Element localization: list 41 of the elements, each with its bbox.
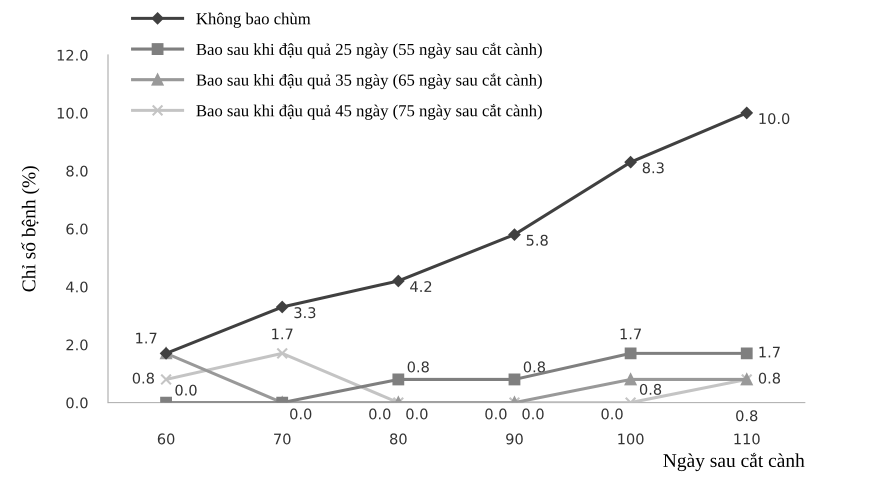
data-label: 0.0 bbox=[290, 408, 312, 420]
y-axis-title: Chỉ số bệnh (%) bbox=[21, 166, 40, 292]
data-label: 4.2 bbox=[410, 281, 432, 292]
y-tick-label: 12.0 bbox=[58, 50, 88, 61]
data-label: 8.3 bbox=[642, 162, 664, 174]
x-tick-label: 90 bbox=[506, 433, 523, 444]
data-label: 1.7 bbox=[620, 328, 641, 340]
data-label: 3.3 bbox=[294, 307, 316, 318]
legend-label: Bao sau khi đậu quả 25 ngày (55 ngày sau cắt cành) bbox=[196, 42, 542, 58]
data-label: 0.0 bbox=[406, 408, 428, 420]
x-tick-label: 60 bbox=[158, 433, 174, 444]
data-label: 1.7 bbox=[759, 346, 780, 358]
data-label: 0.0 bbox=[522, 408, 544, 420]
x-tick-label: 110 bbox=[734, 433, 760, 444]
x-tick-label: 70 bbox=[274, 433, 291, 444]
y-tick-label: 6.0 bbox=[66, 224, 88, 235]
legend-label: Bao sau khi đậu quả 35 ngày (65 ngày sau cắt cành) bbox=[196, 73, 542, 90]
x-tick-label: 100 bbox=[618, 433, 644, 444]
data-label: 0.0 bbox=[485, 408, 507, 420]
data-label: 1.7 bbox=[272, 328, 293, 340]
y-tick-label: 2.0 bbox=[66, 339, 88, 350]
data-label: 0.8 bbox=[132, 372, 154, 384]
data-label: 5.8 bbox=[526, 234, 548, 246]
data-label: 0.8 bbox=[408, 361, 429, 372]
y-tick-label: 0.0 bbox=[66, 397, 88, 408]
data-label: 0.0 bbox=[601, 408, 623, 420]
data-label: 0.0 bbox=[175, 384, 197, 396]
x-axis-title: Ngày sau cắt cành bbox=[663, 452, 805, 472]
legend-label: Không bao chùm bbox=[196, 12, 310, 28]
y-tick-label: 10.0 bbox=[58, 108, 88, 119]
y-tick-label: 8.0 bbox=[66, 166, 88, 177]
x-tick-label: 80 bbox=[390, 433, 407, 444]
data-label: 0.0 bbox=[369, 408, 390, 420]
legend-label: Bao sau khi đậu quả 45 ngày (75 ngày sau cắt cành) bbox=[196, 104, 542, 120]
y-tick-label: 4.0 bbox=[66, 281, 88, 292]
data-label: 0.8 bbox=[736, 410, 758, 422]
data-label: 0.8 bbox=[758, 372, 780, 384]
data-label: 0.8 bbox=[524, 361, 545, 372]
data-label: 10.0 bbox=[759, 113, 790, 124]
data-label: 0.8 bbox=[640, 384, 662, 395]
data-label: 1.7 bbox=[136, 332, 156, 344]
